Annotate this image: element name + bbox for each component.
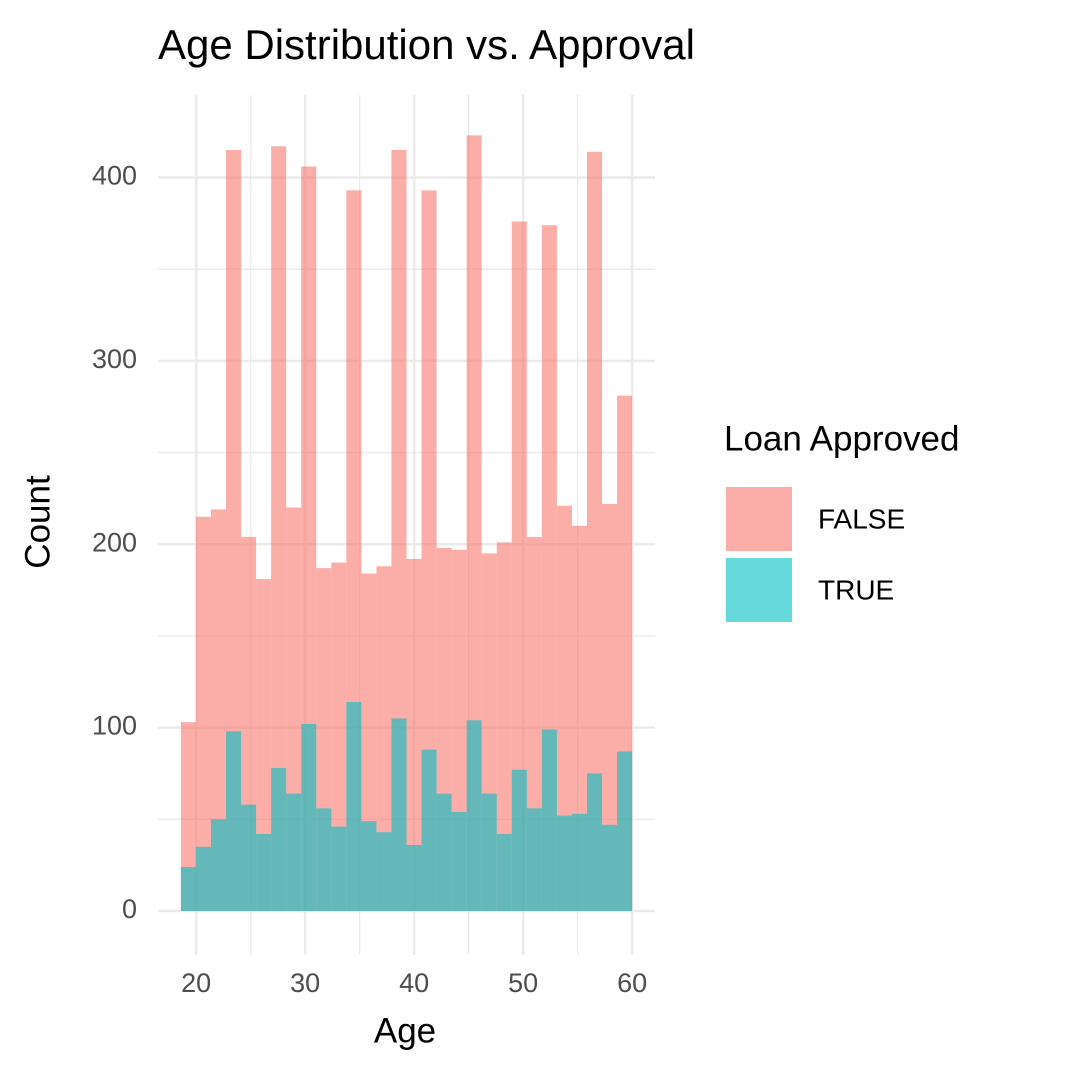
bar [496,542,512,911]
bar [466,720,482,911]
bar [617,751,633,911]
y-tick-label: 100 [92,711,137,741]
bar [586,151,603,911]
legend-key [726,558,792,622]
bar [286,793,302,911]
x-tick-label: 30 [290,968,320,998]
bar [376,566,392,911]
bar [376,832,392,911]
bar [301,723,317,911]
legend-label: FALSE [818,503,905,534]
bar [256,833,272,911]
y-tick-label: 400 [92,161,137,191]
bar [406,844,422,911]
bar [436,793,452,911]
bar [256,579,272,911]
bar [331,562,347,911]
bar [466,135,482,911]
bar [571,813,587,911]
bars [180,135,633,911]
bar [541,729,557,911]
bar [451,811,467,911]
bar [195,516,211,911]
x-tick-label: 60 [617,968,647,998]
x-tick-label: 40 [399,968,429,998]
y-axis-label: Count [18,475,57,569]
bar [180,866,196,911]
bar [511,769,527,911]
legend-title: Loan Approved [724,419,959,458]
bar [602,824,618,911]
bar [331,826,347,911]
bar [406,558,422,911]
bar [391,718,407,911]
x-tick-label: 20 [181,968,211,998]
bar [556,505,572,911]
bar [496,833,512,911]
x-axis-label: Age [374,1011,436,1050]
legend: FALSE TRUE [726,487,905,622]
y-tick-label: 0 [122,894,137,924]
bar [271,146,287,911]
bar [526,808,542,911]
legend-label: TRUE [818,574,894,605]
bar [421,749,437,911]
bar [226,150,242,911]
bar [316,808,332,911]
chart-title: Age Distribution vs. Approval [158,21,695,68]
bar [481,793,497,911]
bar [210,819,227,911]
bar [226,731,242,911]
bar [210,509,227,911]
bar [511,221,527,911]
bar [361,821,377,911]
bar [586,773,603,911]
bar [180,722,196,911]
y-tick-label: 200 [92,527,137,557]
bar [195,846,211,911]
ticks: 0 100 200 300 400 20 30 40 50 60 [92,161,647,998]
bar [556,815,572,911]
bar [241,804,257,911]
x-tick-label: 50 [508,968,538,998]
bar [602,503,618,911]
bar [421,190,437,911]
bar [271,767,287,911]
bar [346,701,362,911]
y-tick-label: 300 [92,344,137,374]
legend-key [726,487,792,551]
